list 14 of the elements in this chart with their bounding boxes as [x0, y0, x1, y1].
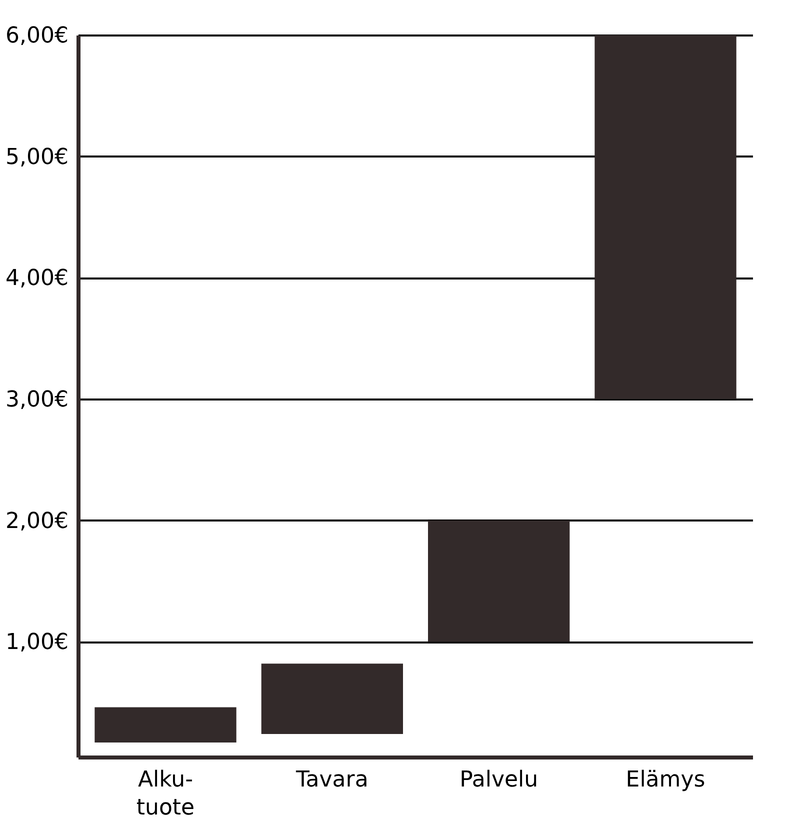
y-tick-label: 4,00€: [6, 266, 68, 292]
bar: [261, 664, 403, 734]
y-tick-label: 2,00€: [6, 508, 68, 534]
y-tick-label: 5,00€: [6, 144, 68, 170]
y-tick-label: 1,00€: [6, 630, 68, 656]
bar: [594, 35, 736, 400]
x-tick-label: Palvelu: [460, 768, 538, 792]
bar: [94, 707, 236, 742]
bar: [428, 520, 570, 642]
x-tick-label: Tavara: [295, 768, 368, 792]
y-tick-label: 6,00€: [6, 24, 68, 48]
x-tick-label: Alku- tuote: [136, 768, 195, 820]
y-tick-label: 3,00€: [6, 388, 68, 413]
x-tick-label: Elämys: [626, 768, 706, 792]
